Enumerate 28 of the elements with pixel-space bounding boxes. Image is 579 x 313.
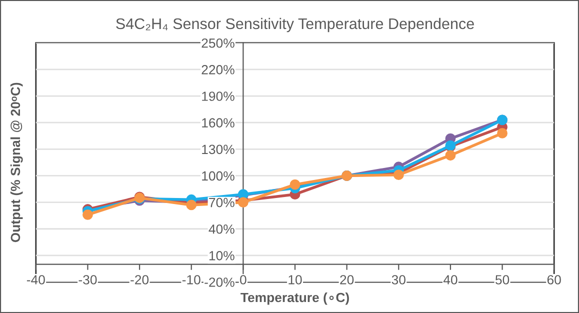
x-tick-label: 20 [340,275,354,284]
x-axis-title: Temperature (∘C) [240,292,349,305]
point [497,128,508,138]
y-axis-title: Output (% Signal @ 20ᵒC) [10,82,23,242]
x-tick-label: 10 [288,275,302,284]
y-tick-label: 130% [202,144,234,154]
x-tick-label: -10 [182,275,200,284]
y-tick-label: 220% [202,65,234,74]
x-tick-label: 30 [392,275,406,284]
x-tick-label: -30 [78,275,97,284]
y-tick-label: 250% [202,38,234,48]
x-tick-label: -20 [130,275,149,284]
y-tick-label: 10% [209,251,234,260]
x-tick-label: 60 [547,275,561,284]
y-tick-label: 70% [209,198,234,208]
y-tick-label: 160% [202,118,234,128]
point [290,179,300,190]
chart-title: S4C₂H₄ Sensor Sensitivity Temperature Dependence [116,18,474,32]
point [82,209,93,220]
x-tick-label: 40 [443,275,458,284]
x-tick-label: 50 [495,275,510,284]
x-tick-label: -40 [26,275,45,284]
y-tick-label: 190% [202,92,234,101]
y-tick-label: -20% [204,278,234,287]
x-tick-label: 0 [240,275,246,284]
point [445,150,456,161]
y-tick-label: 100% [202,171,234,181]
y-tick-label: 40% [208,224,234,234]
